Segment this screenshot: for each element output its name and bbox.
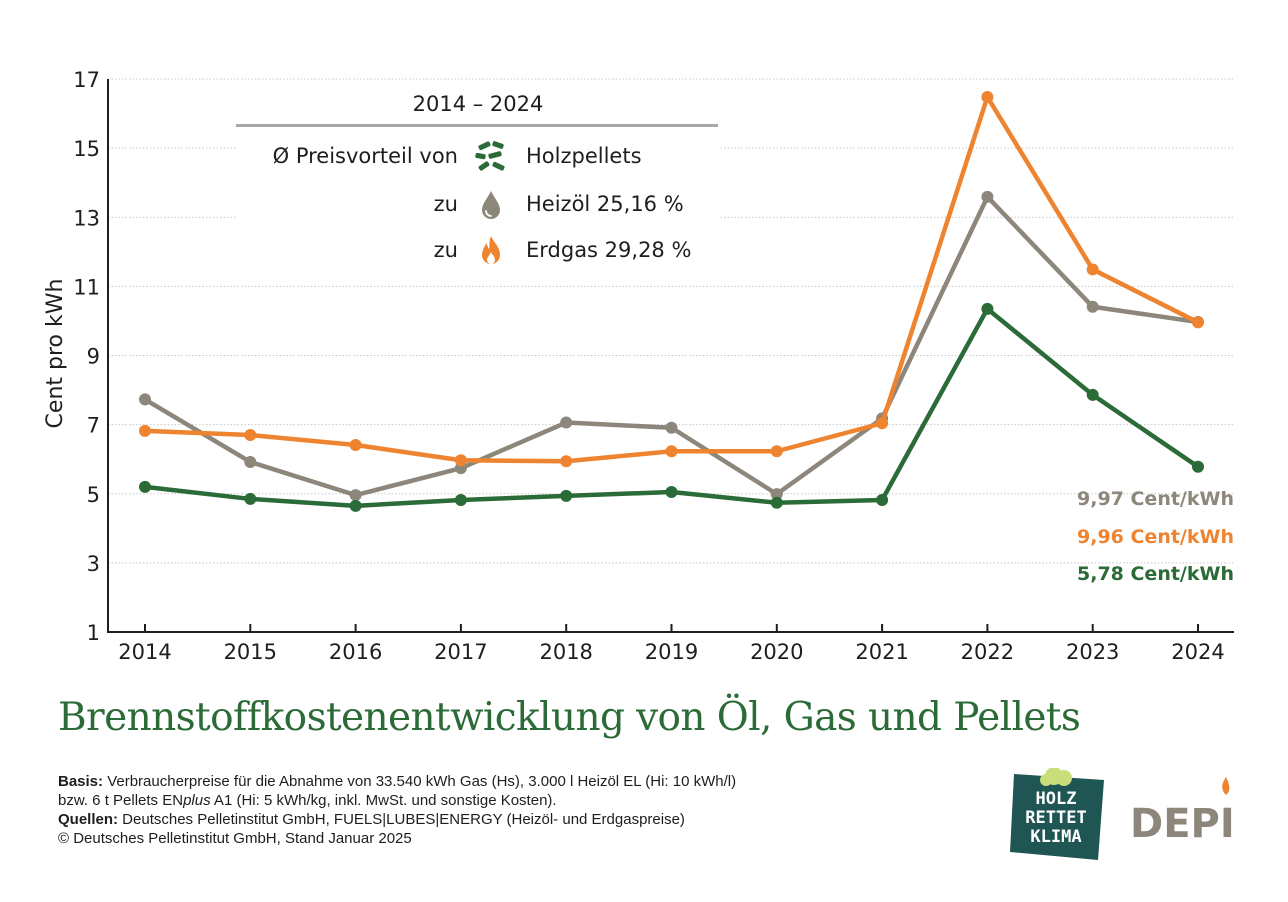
footnotes: Basis: Verbraucherpreise für die Abnahme… <box>58 772 736 848</box>
legend-period: 2014 – 2024 <box>412 92 544 116</box>
data-point <box>349 499 362 512</box>
data-point <box>770 496 783 509</box>
end-label-text: 9,97 Cent/kWh <box>1077 488 1234 510</box>
end-label-erdgas: 9,96 Cent/kWh <box>1077 526 1234 548</box>
basis-text: Verbraucherpreise für die Abnahme von 33… <box>103 773 737 790</box>
basis-text-plus: plus <box>183 792 211 809</box>
x-tick-label: 2014 <box>118 640 171 664</box>
data-point <box>244 492 257 505</box>
data-point <box>560 416 573 429</box>
sources-text: Deutsches Pelletinstitut GmbH, FUELS|LUB… <box>118 811 685 828</box>
data-point <box>981 302 994 315</box>
data-point <box>1192 316 1204 329</box>
end-label-pellets: 5,78 Cent/kWh <box>1077 563 1234 585</box>
logo-text: DEPI <box>1130 801 1235 845</box>
data-point <box>1086 388 1099 401</box>
series-erdgas <box>139 90 1204 468</box>
data-point <box>665 421 678 434</box>
series-group <box>139 90 1204 512</box>
data-point <box>981 190 994 203</box>
data-point <box>1086 300 1099 313</box>
data-point <box>876 417 889 430</box>
y-tick-label: 7 <box>87 414 100 438</box>
holz-rettet-klima-logo: HOLZ RETTET KLIMA <box>1010 768 1104 860</box>
data-point <box>1192 460 1204 473</box>
basis-text-2b: A1 (Hi: 5 kWh/kg, inkl. MwSt. und sonsti… <box>210 792 557 809</box>
x-tick-label: 2016 <box>329 640 382 664</box>
legend-text: Holzpellets <box>526 144 642 168</box>
y-tick-label: 13 <box>73 206 100 230</box>
end-label-heizoel: 9,97 Cent/kWh <box>1077 488 1234 510</box>
legend-row-heizoel: zu Heizöl 25,16 % <box>236 186 720 226</box>
legend-text: Heizöl 25,16 % <box>526 192 684 216</box>
data-point <box>349 439 362 452</box>
data-point <box>770 445 783 458</box>
x-tick-label: 2023 <box>1066 640 1119 664</box>
data-point <box>349 489 362 502</box>
copyright-line: © Deutsches Pelletinstitut GmbH, Stand J… <box>58 830 412 847</box>
oil-drop-icon <box>482 191 500 219</box>
data-point <box>139 393 151 406</box>
data-point <box>244 455 257 468</box>
data-point <box>560 455 573 468</box>
data-point <box>981 90 994 103</box>
data-point <box>560 489 573 502</box>
legend-box: 2014 – 2024 Ø Preisvorteil von Holzpelle… <box>236 86 720 272</box>
data-point <box>244 428 257 441</box>
x-tick-label: 2019 <box>645 640 698 664</box>
data-point <box>454 454 467 467</box>
y-tick-label: 5 <box>87 483 100 507</box>
legend-row-pellets: Ø Preisvorteil von Holzpellets <box>236 138 720 178</box>
legend-text: Erdgas 29,28 % <box>526 238 692 262</box>
legend-row-erdgas: zu Erdgas 29,28 % <box>236 232 720 272</box>
data-point <box>454 493 467 506</box>
logo-text: KLIMA <box>1030 827 1081 847</box>
data-point <box>665 445 678 458</box>
data-point <box>139 424 151 437</box>
data-point <box>665 486 678 499</box>
x-tick-label: 2020 <box>750 640 803 664</box>
legend-label: zu <box>433 192 458 216</box>
basis-text-2a: bzw. 6 t Pellets EN <box>58 792 184 809</box>
y-tick-label: 17 <box>73 68 100 92</box>
data-point <box>139 480 151 493</box>
data-point <box>1086 263 1099 276</box>
x-axis-ticks: 2014 2015 2016 2017 2018 2019 2020 2021 2022 2023… <box>118 624 1225 664</box>
end-label-text: 9,96 Cent/kWh <box>1077 526 1234 548</box>
series-holzpellets <box>139 302 1204 512</box>
logo-text: RETTET <box>1025 808 1086 828</box>
sources-line: Quellen: Deutsches Pelletinstitut GmbH, … <box>58 810 736 829</box>
legend-label: zu <box>433 238 458 262</box>
legend-divider <box>236 124 718 127</box>
logo-text: HOLZ <box>1036 789 1077 809</box>
data-point <box>876 493 889 506</box>
y-tick-label: 3 <box>87 552 100 576</box>
x-tick-label: 2018 <box>539 640 592 664</box>
data-point <box>770 488 783 501</box>
wood-pellets-icon <box>474 140 506 172</box>
flame-icon <box>482 236 500 264</box>
y-axis-title: Cent pro kWh <box>43 279 68 429</box>
y-tick-label: 11 <box>73 275 100 299</box>
x-tick-label: 2021 <box>855 640 908 664</box>
basis-line-1: Basis: Verbraucherpreise für die Abnahme… <box>58 772 736 791</box>
x-tick-label: 2022 <box>961 640 1014 664</box>
y-tick-label: 15 <box>73 137 100 161</box>
sources-label: Quellen: <box>58 811 119 828</box>
y-tick-label: 1 <box>87 621 100 645</box>
end-label-text: 5,78 Cent/kWh <box>1077 563 1234 585</box>
basis-line-2: bzw. 6 t Pellets ENplus A1 (Hi: 5 kWh/kg… <box>58 791 736 810</box>
x-tick-label: 2015 <box>224 640 277 664</box>
x-tick-label: 2017 <box>434 640 487 664</box>
legend-label: Ø Preisvorteil von <box>272 144 458 168</box>
basis-label: Basis: <box>58 773 104 790</box>
series-heizöl <box>139 190 1204 502</box>
x-tick-label: 2024 <box>1171 640 1224 664</box>
chart-title: Brennstoffkostenentwicklung von Öl, Gas … <box>58 695 1081 740</box>
y-tick-label: 9 <box>87 345 100 369</box>
depi-logo: DEPI <box>1130 777 1235 845</box>
